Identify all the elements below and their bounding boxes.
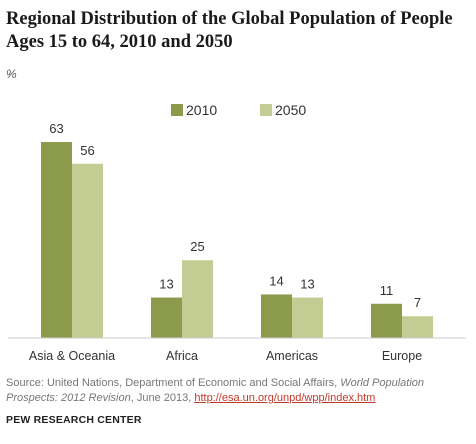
- data-label: 56: [80, 143, 94, 158]
- bar-2050-africa: [182, 260, 213, 338]
- source-prefix: Source: United Nations, Department of Ec…: [6, 377, 341, 389]
- unit-label: %: [6, 67, 17, 81]
- source-note: Source: United Nations, Department of Ec…: [6, 376, 472, 406]
- legend-label-2050: 2050: [275, 102, 306, 118]
- x-tick-label: Europe: [382, 349, 422, 363]
- legend: 2010 2050: [171, 102, 306, 118]
- data-label: 7: [414, 295, 421, 310]
- bars: 63 56 13 25 14 13 11 7: [41, 121, 433, 338]
- data-label: 13: [159, 277, 173, 292]
- data-label: 11: [380, 283, 394, 298]
- source-publication: World Population Prospects: 2012 Revisio…: [6, 377, 425, 404]
- legend-swatch-2010: [171, 104, 183, 116]
- source-link[interactable]: http://esa.un.org/unpd/wpp/index.htm: [194, 392, 376, 404]
- bar-2050-asia-oceania: [72, 163, 103, 338]
- bar-2010-asia-oceania: [41, 142, 72, 338]
- data-label: 14: [269, 273, 283, 288]
- footer-brand: PEW RESEARCH CENTER: [6, 414, 142, 426]
- x-axis-labels: Asia & Oceania Africa Americas Europe: [29, 349, 422, 363]
- x-tick-label: Asia & Oceania: [29, 349, 115, 363]
- legend-label-2010: 2010: [186, 102, 217, 118]
- data-label: 63: [49, 121, 63, 136]
- data-label: 25: [190, 239, 204, 254]
- bar-2010-africa: [151, 297, 182, 338]
- x-tick-label: Americas: [266, 349, 318, 363]
- x-tick-label: Africa: [166, 349, 198, 363]
- bar-2010-europe: [371, 303, 402, 338]
- data-label: 13: [300, 277, 314, 292]
- chart-title: Regional Distribution of the Global Popu…: [6, 9, 453, 52]
- bar-2010-americas: [261, 294, 292, 338]
- bar-2050-americas: [292, 297, 323, 338]
- source-middle: , June 2013,: [130, 392, 195, 404]
- bar-2050-europe: [402, 316, 433, 338]
- legend-swatch-2050: [260, 104, 272, 116]
